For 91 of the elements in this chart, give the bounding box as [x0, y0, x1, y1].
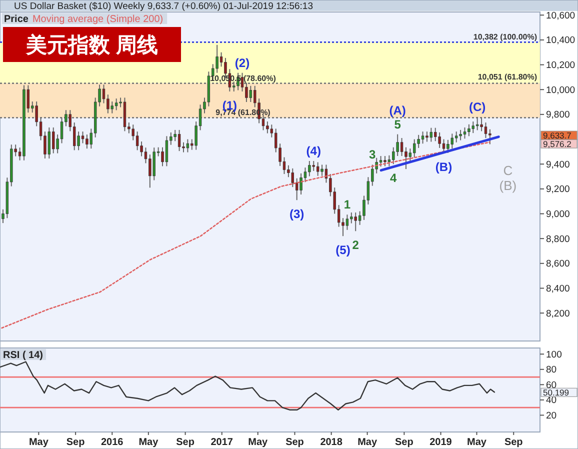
candlestick — [388, 154, 391, 167]
candlestick — [320, 164, 324, 176]
x-tick-label: May — [28, 437, 49, 448]
candlestick — [426, 131, 428, 142]
x-tick-label: 2017 — [210, 437, 234, 448]
annotation: (2) — [234, 56, 250, 70]
y-tick-label: 40 — [546, 395, 557, 406]
candlestick — [488, 128, 492, 145]
candlestick — [266, 121, 269, 134]
candlestick — [454, 131, 458, 143]
y-tick-label: 80 — [546, 364, 557, 376]
annotation: (5) — [336, 243, 350, 258]
candlestick — [316, 162, 320, 176]
x-tick-label: Sep — [66, 437, 85, 448]
candlestick — [308, 160, 311, 177]
candlestick — [468, 124, 470, 137]
candlestick — [346, 214, 349, 230]
y-tick-label: 8,600 — [546, 258, 570, 270]
y-tick-label: 8,800 — [546, 234, 570, 245]
candlestick — [421, 131, 424, 144]
text: 9,633.7 — [543, 130, 572, 140]
x-tick-label: Sep — [504, 437, 523, 448]
candlestick — [450, 133, 454, 150]
annotation: (A) — [389, 103, 406, 118]
candlestick — [165, 136, 168, 167]
candlestick — [463, 126, 466, 140]
x-tick-label: May — [138, 437, 159, 448]
annotation: (C) — [469, 100, 486, 114]
candlestick — [249, 85, 252, 103]
x-tick-label: May — [358, 437, 378, 448]
annotation: (B) — [499, 178, 517, 194]
band-label: 10,051 (61.80%) — [478, 72, 538, 82]
x-tick-label: Sep — [176, 437, 194, 448]
candlestick — [484, 122, 488, 139]
y-tick-label: 9,200 — [546, 184, 570, 196]
text: 美元指数 周线 — [25, 33, 158, 57]
x-tick-label: Sep — [286, 437, 304, 448]
candlestick — [379, 156, 382, 168]
candlestick — [400, 138, 404, 157]
x-tick-label: 2016 — [101, 437, 124, 448]
y-tick-label: 9,400 — [546, 159, 570, 170]
candlestick — [438, 132, 441, 148]
line-series — [0, 361, 496, 410]
annotation: 1 — [344, 198, 351, 212]
candlestick — [295, 178, 298, 201]
x-tick-label: Sep — [395, 437, 414, 448]
y-tick-label: 10,600 — [546, 10, 576, 22]
candlestick — [178, 129, 181, 152]
y-tick-label: 10,200 — [546, 60, 576, 72]
candlestick — [430, 127, 433, 142]
candlestick — [442, 138, 446, 154]
candlestick — [48, 126, 51, 159]
y-tick-label: 9,000 — [546, 209, 570, 220]
ref-line-label: 10,382 (100.00%) — [473, 32, 538, 42]
annotation: 5 — [394, 117, 402, 132]
candlestick — [291, 168, 294, 188]
annotation: 3 — [369, 148, 376, 162]
x-tick-label: May — [248, 437, 268, 448]
candlestick — [446, 139, 450, 154]
candlestick — [81, 131, 84, 144]
y-tick-label: 100 — [546, 349, 562, 360]
candlestick — [459, 129, 462, 141]
annotation: (3) — [290, 207, 304, 222]
x-tick-label: May — [467, 437, 487, 448]
text: 9,576.2 — [543, 138, 572, 149]
annotation: (B) — [435, 160, 452, 174]
annotation: 4 — [390, 171, 398, 186]
candlestick — [300, 172, 302, 195]
text: Price — [4, 14, 29, 25]
x-tick-label: 2018 — [320, 437, 343, 448]
candlestick — [480, 117, 483, 132]
chart-title: RSI ( 14) — [3, 350, 44, 361]
y-tick-label: 8,400 — [546, 284, 570, 295]
y-tick-label: 20 — [546, 410, 557, 422]
y-tick-label: 10,000 — [546, 84, 576, 96]
candlestick — [136, 131, 139, 151]
annotation: (4) — [306, 144, 321, 158]
line-series — [1, 142, 490, 329]
annotation: C — [503, 163, 513, 178]
y-tick-label: 9,800 — [546, 110, 570, 121]
x-tick-label: 2019 — [430, 437, 452, 448]
candlestick — [476, 116, 479, 131]
y-tick-label: 8,200 — [546, 308, 570, 320]
candlestick — [86, 134, 88, 150]
annotation: 2 — [352, 238, 360, 252]
candlestick — [186, 138, 190, 153]
text: Moving average (Simple 200) — [32, 14, 164, 25]
candlestick — [114, 98, 118, 111]
y-tick-label: 10,400 — [546, 35, 576, 46]
candlestick — [384, 156, 386, 167]
chart-subtitle: US Dollar Basket ($10) Weekly 9,633.7 (+0.60%) 01-Jul-2019 12:56:13 — [14, 1, 313, 12]
